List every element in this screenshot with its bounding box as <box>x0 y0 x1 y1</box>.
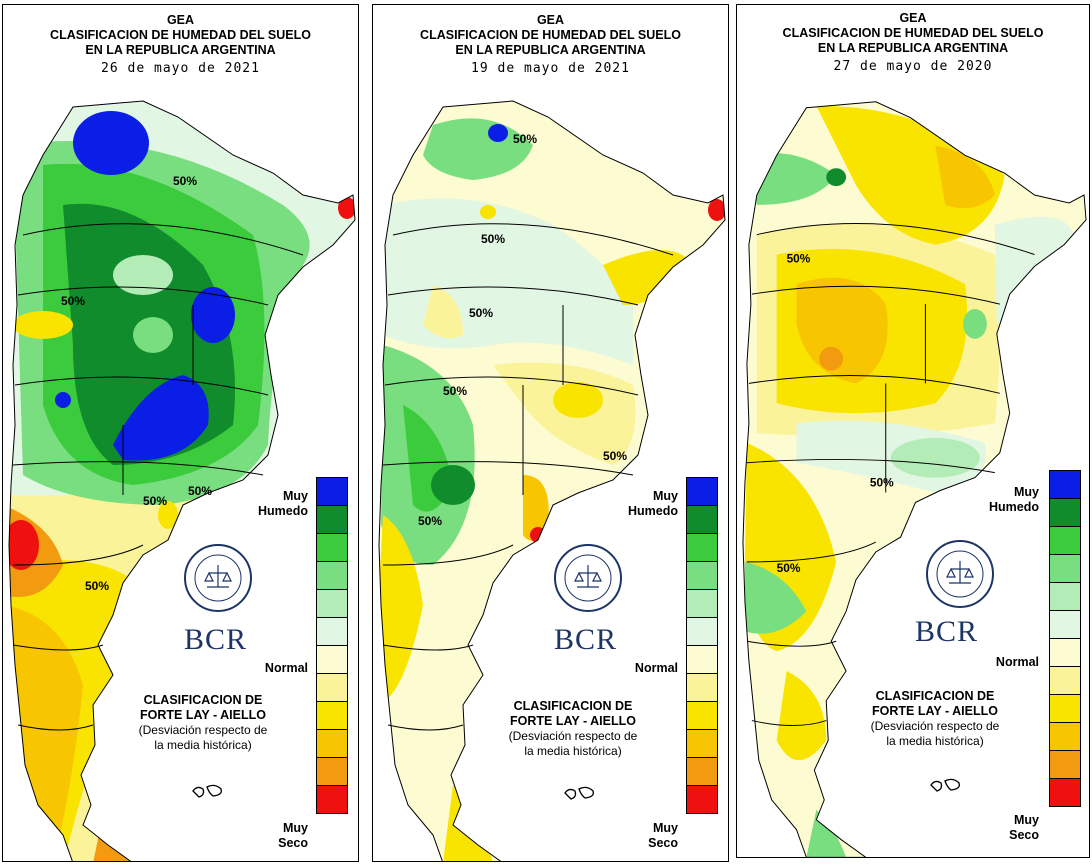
map-date: 27 de mayo de 2020 <box>833 59 993 74</box>
contour-label: 50% <box>85 579 109 593</box>
map-title: CLASIFICACION DE HUMEDAD DEL SUELO <box>420 28 681 42</box>
bcr-seal-icon <box>926 540 994 608</box>
map-header: GEA CLASIFICACION DE HUMEDAD DEL SUELO E… <box>3 13 358 76</box>
legend-swatch <box>686 646 718 674</box>
legend-swatch <box>686 590 718 618</box>
org-name: GEA <box>536 13 565 27</box>
malvinas-islands-icon <box>564 786 594 800</box>
color-legend <box>316 477 348 814</box>
contour-label: 50% <box>188 484 212 498</box>
legend-swatch <box>316 674 348 702</box>
legend-swatch <box>686 534 718 562</box>
bcr-logo: BCR <box>554 623 618 656</box>
legend-swatch <box>1049 667 1081 695</box>
soil-moisture-map: 50% 50% 50% <box>742 101 1087 857</box>
legend-swatch <box>1049 583 1081 611</box>
map-date: 19 de mayo de 2021 <box>471 61 630 76</box>
legend-label-normal: Normal <box>634 661 678 675</box>
contour-label: 50% <box>513 132 537 146</box>
legend-swatch <box>686 562 718 590</box>
contour-label: 50% <box>418 514 442 528</box>
bcr-logo: BCR <box>184 623 248 656</box>
legend-swatch <box>316 562 348 590</box>
map-subtitle: EN LA REPUBLICA ARGENTINA <box>85 43 276 57</box>
bcr-seal-icon <box>554 544 622 612</box>
map-panel-2020-05-27: 50% 50% 50% GEA CLASIFICACION DE HUMEDAD… <box>736 4 1090 858</box>
legend-swatch <box>1049 695 1081 723</box>
classification-note: CLASIFICACION DE FORTE LAY - AIELLO (Des… <box>508 699 638 758</box>
contour-label: 50% <box>143 494 167 508</box>
soil-moisture-map: 50% 50% 50% 50% 50% 50% <box>378 100 726 861</box>
contour-label: 50% <box>173 174 197 188</box>
classification-note: CLASIFICACION DE FORTE LAY - AIELLO (Des… <box>870 689 1000 748</box>
legend-swatch <box>316 590 348 618</box>
legend-swatch <box>686 618 718 646</box>
contour-label: 50% <box>777 561 801 575</box>
legend-swatch <box>686 730 718 758</box>
legend-swatch <box>686 674 718 702</box>
map-title: CLASIFICACION DE HUMEDAD DEL SUELO <box>50 28 311 42</box>
map-subtitle: EN LA REPUBLICA ARGENTINA <box>817 41 1009 55</box>
contour-label: 50% <box>870 476 894 490</box>
contour-label: 50% <box>603 449 627 463</box>
legend-swatch <box>316 786 348 814</box>
contour-label: 50% <box>469 306 493 320</box>
legend-label-muy-humedo: Muy Humedo <box>989 485 1039 514</box>
legend-label-muy-humedo: Muy Humedo <box>628 489 678 518</box>
legend-swatch <box>316 477 348 506</box>
legend-swatch <box>316 618 348 646</box>
map-panel-2021-05-26: 50% 50% 50% 50% 50% GEA CLASIFICACION DE… <box>2 4 359 862</box>
legend-swatch <box>1049 723 1081 751</box>
contour-label: 50% <box>787 251 811 265</box>
legend-swatch <box>316 730 348 758</box>
legend-label-normal: Normal <box>995 655 1039 669</box>
legend-swatch <box>316 646 348 674</box>
legend-swatch <box>1049 639 1081 667</box>
legend-swatch <box>686 477 718 506</box>
map-date: 26 de mayo de 2021 <box>101 61 260 76</box>
legend-swatch <box>686 702 718 730</box>
bcr-logo: BCR <box>915 615 979 648</box>
legend-swatch <box>316 702 348 730</box>
org-name: GEA <box>166 13 195 27</box>
color-legend <box>1049 470 1081 807</box>
map-header: GEA CLASIFICACION DE HUMEDAD DEL SUELO E… <box>737 11 1089 74</box>
legend-swatch <box>316 534 348 562</box>
contour-label: 50% <box>61 294 85 308</box>
bcr-seal-icon <box>184 544 252 612</box>
legend-swatch <box>1049 611 1081 639</box>
org-name: GEA <box>899 11 927 25</box>
legend-swatch <box>1049 499 1081 527</box>
malvinas-islands-icon <box>930 778 960 792</box>
legend-label-muy-seco: Muy Seco <box>648 821 678 850</box>
legend-swatch <box>1049 751 1081 779</box>
map-header: GEA CLASIFICACION DE HUMEDAD DEL SUELO E… <box>373 13 728 76</box>
soil-moisture-map: 50% 50% 50% 50% 50% <box>8 100 356 861</box>
malvinas-islands-icon <box>192 784 222 798</box>
map-subtitle: EN LA REPUBLICA ARGENTINA <box>455 43 646 57</box>
legend-swatch <box>316 506 348 534</box>
classification-note: CLASIFICACION DE FORTE LAY - AIELLO (Des… <box>138 693 268 752</box>
contour-label: 50% <box>481 232 505 246</box>
legend-label-muy-seco: Muy Seco <box>1009 813 1039 842</box>
map-panel-2021-05-19: 50% 50% 50% 50% 50% 50% GEA CLASIFICACIO… <box>372 4 729 862</box>
legend-label-muy-humedo: Muy Humedo <box>258 489 308 518</box>
legend-swatch <box>686 786 718 814</box>
map-title: CLASIFICACION DE HUMEDAD DEL SUELO <box>782 26 1044 40</box>
legend-swatch <box>1049 555 1081 583</box>
legend-swatch <box>686 506 718 534</box>
contour-label: 50% <box>443 384 467 398</box>
legend-label-normal: Normal <box>264 661 308 675</box>
legend-swatch <box>316 758 348 786</box>
legend-swatch <box>1049 527 1081 555</box>
legend-swatch <box>1049 779 1081 807</box>
legend-swatch <box>686 758 718 786</box>
legend-swatch <box>1049 470 1081 499</box>
legend-label-muy-seco: Muy Seco <box>278 821 308 850</box>
color-legend <box>686 477 718 814</box>
